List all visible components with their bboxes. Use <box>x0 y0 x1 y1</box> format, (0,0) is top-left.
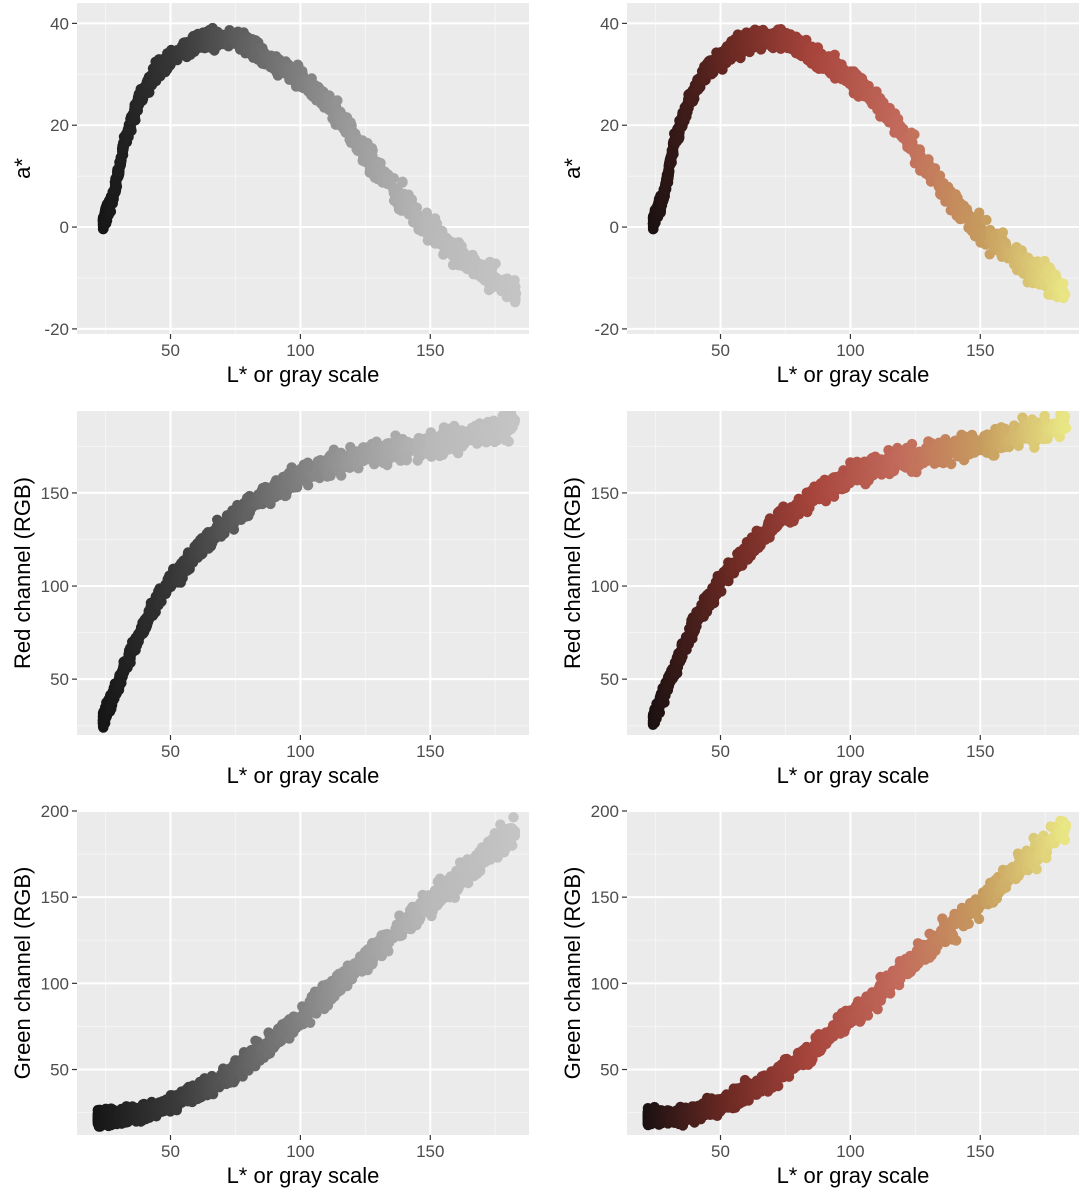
data-point <box>126 125 137 136</box>
data-point <box>503 436 514 447</box>
data-point <box>668 148 679 160</box>
x-tick-label: 150 <box>966 341 994 360</box>
panel-a-color: 50 100 150 -20 0 20 40 L* or gray scale a* <box>560 3 1079 387</box>
data-point <box>125 657 136 668</box>
y-tick-label: 0 <box>60 218 69 237</box>
data-point <box>367 145 378 156</box>
x-tick-label: 50 <box>711 341 730 360</box>
data-point <box>997 227 1008 238</box>
x-tick-label: 50 <box>161 742 180 761</box>
y-tick-label: 40 <box>50 14 69 33</box>
data-point <box>654 707 665 718</box>
data-point <box>509 414 521 426</box>
panel-a-gray: 50 100 150 -20 0 20 40 L* or gray scale a* <box>10 3 529 387</box>
data-point <box>397 177 408 188</box>
x-tick-label: 100 <box>836 341 864 360</box>
y-axis-title: a* <box>560 158 585 179</box>
data-point <box>708 597 720 609</box>
data-point <box>336 470 347 481</box>
x-tick-label: 100 <box>286 742 314 761</box>
data-point <box>130 115 141 126</box>
data-point <box>898 123 909 135</box>
data-point <box>716 586 727 597</box>
data-point <box>105 206 117 217</box>
y-tick-label: 20 <box>50 116 69 135</box>
point-layer <box>97 411 521 733</box>
y-tick-label: -20 <box>594 320 619 339</box>
y-axis-title: a* <box>10 158 35 179</box>
data-point <box>388 173 399 184</box>
y-tick-label: 0 <box>610 218 619 237</box>
y-tick-label: 50 <box>50 670 69 689</box>
data-point <box>1058 278 1069 289</box>
y-tick-label: 20 <box>600 116 619 135</box>
data-point <box>490 258 501 269</box>
y-tick-label: -20 <box>44 320 69 339</box>
data-point <box>353 463 364 474</box>
x-tick-label: 50 <box>161 341 180 360</box>
x-tick-label: 100 <box>286 341 314 360</box>
y-tick-label: 40 <box>600 14 619 33</box>
panel-background <box>77 3 529 334</box>
panel-red-gray: 50 100 150 50 100 150 L* or gray scale Red chan… <box>10 411 529 788</box>
data-point <box>325 470 336 481</box>
x-tick-label: 150 <box>416 742 444 761</box>
data-point <box>929 163 941 174</box>
data-point <box>510 288 522 299</box>
x-tick-label: 150 <box>416 341 444 360</box>
panel-background <box>627 3 1079 334</box>
data-point <box>302 480 314 491</box>
x-axis-title: L* or gray scale <box>227 362 380 387</box>
x-axis-title: L* or gray scale <box>227 763 380 788</box>
data-point <box>909 129 920 140</box>
y-tick-label: 100 <box>41 577 69 596</box>
x-axis-title: L* or gray scale <box>777 362 930 387</box>
point-layer <box>647 411 1072 730</box>
data-point <box>431 218 443 229</box>
data-point <box>332 95 343 106</box>
y-tick-label: 150 <box>41 484 69 503</box>
data-point <box>1060 289 1071 300</box>
point-layer <box>97 22 522 308</box>
y-axis-title: Red channel (RGB) <box>10 477 35 669</box>
data-point <box>111 181 123 192</box>
point-layer <box>647 24 1071 304</box>
data-point <box>981 214 992 226</box>
